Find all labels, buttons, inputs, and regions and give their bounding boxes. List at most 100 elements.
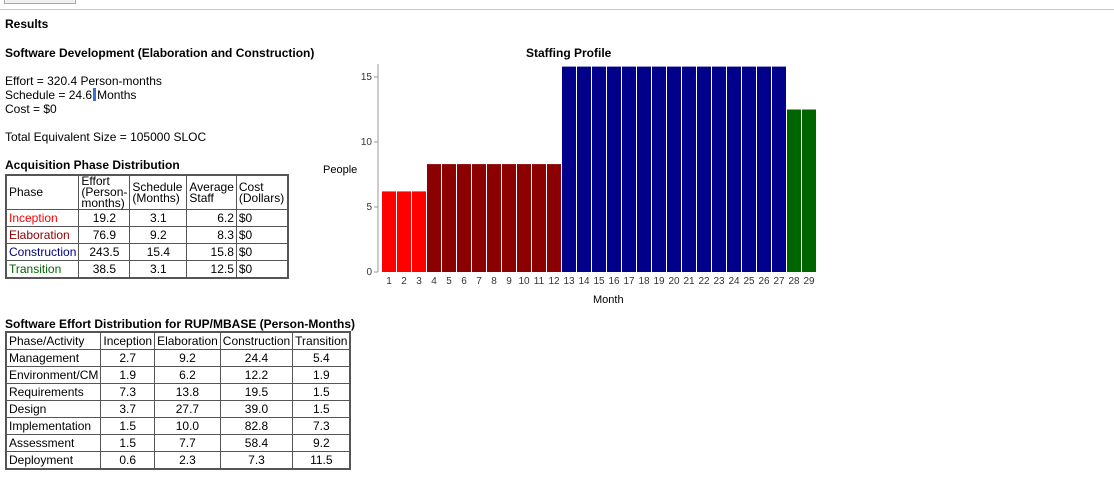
bar-construction-month-23	[712, 66, 726, 272]
cell-activity: Requirements	[5, 383, 102, 401]
size-summary: Total Equivalent Size = 105000 SLOC	[5, 130, 207, 144]
table-row: Inception 19.2 3.1 6.2 $0	[5, 209, 289, 227]
cell-effort: 243.5	[78, 243, 131, 261]
cell-value: 7.7	[154, 434, 221, 452]
header-effort: Effort (Person-months)	[78, 174, 131, 210]
top-button[interactable]	[4, 0, 76, 4]
divider	[0, 9, 1114, 10]
bar-construction-month-14	[577, 66, 591, 272]
cell-value: 7.3	[100, 383, 156, 401]
bar-inception-month-2	[397, 191, 411, 272]
x-axis-label: Month	[593, 294, 624, 306]
x-tick-label: 5	[446, 276, 452, 287]
x-tick-label: 3	[416, 276, 422, 287]
cell-phase: Transition	[5, 260, 80, 279]
cell-cost: $0	[235, 209, 289, 227]
table-row: Requirements 7.3 13.8 19.5 1.5	[5, 383, 351, 401]
header-transition: Transition	[292, 331, 351, 350]
header-phase: Phase	[5, 174, 80, 210]
cell-cost: $0	[235, 226, 289, 244]
cell-staff: 8.3	[186, 226, 237, 244]
header-elaboration: Elaboration	[154, 331, 221, 350]
bar-elaboration-month-4	[427, 164, 441, 272]
x-tick-label: 10	[518, 276, 530, 287]
cell-staff: 6.2	[186, 209, 237, 227]
cell-value: 24.4	[219, 349, 294, 367]
chart-title: Staffing Profile	[526, 46, 612, 60]
y-axis-label: People	[323, 164, 358, 176]
x-tick-label: 6	[461, 276, 467, 287]
table-row: Deployment 0.6 2.3 7.3 11.5	[5, 451, 351, 470]
x-tick-label: 11	[534, 276, 545, 287]
y-tick-label: 5	[366, 202, 372, 213]
x-tick-label: 19	[653, 276, 665, 287]
table-header-row: Phase/Activity Inception Elaboration Con…	[5, 331, 351, 350]
results-heading: Results	[5, 17, 49, 31]
bar-inception-month-3	[412, 191, 426, 272]
bar-transition-month-29	[802, 109, 816, 272]
cell-value: 19.5	[219, 383, 294, 401]
cell-schedule: 3.1	[129, 209, 188, 227]
section-title: Software Development (Elaboration and Co…	[5, 46, 315, 60]
text-cursor	[93, 88, 97, 101]
x-tick-label: 1	[386, 276, 392, 287]
cell-staff: 15.8	[186, 243, 237, 261]
x-tick-label: 9	[506, 276, 512, 287]
bar-construction-month-26	[757, 66, 771, 272]
header-activity: Phase/Activity	[5, 331, 102, 350]
cell-value: 1.5	[292, 400, 351, 418]
bar-elaboration-month-12	[547, 164, 561, 272]
x-tick-label: 12	[548, 276, 560, 287]
cell-schedule: 15.4	[129, 243, 188, 261]
header-inception: Inception	[100, 331, 156, 350]
cell-value: 27.7	[154, 400, 221, 418]
cell-activity: Deployment	[5, 451, 102, 470]
cell-value: 11.5	[292, 451, 351, 470]
cell-value: 10.0	[154, 417, 221, 435]
x-tick-label: 8	[491, 276, 497, 287]
y-tick-label: 0	[366, 267, 372, 278]
cell-phase: Construction	[5, 243, 80, 261]
cell-value: 2.3	[154, 451, 221, 470]
x-tick-label: 27	[773, 276, 785, 287]
cell-schedule: 3.1	[129, 260, 188, 279]
bar-elaboration-month-6	[457, 164, 471, 272]
cell-value: 0.6	[100, 451, 156, 470]
x-tick-label: 28	[788, 276, 800, 287]
x-tick-label: 7	[476, 276, 482, 287]
bar-construction-month-19	[652, 66, 666, 272]
cell-cost: $0	[235, 243, 289, 261]
cost-summary: Cost = $0	[5, 102, 57, 116]
x-tick-label: 26	[758, 276, 770, 287]
cell-value: 39.0	[219, 400, 294, 418]
x-tick-label: 4	[431, 276, 437, 287]
cell-phase: Elaboration	[5, 226, 80, 244]
cell-activity: Assessment	[5, 434, 102, 452]
cell-effort: 19.2	[78, 209, 131, 227]
bar-elaboration-month-7	[472, 164, 486, 272]
cell-value: 7.3	[292, 417, 351, 435]
table-row: Design 3.7 27.7 39.0 1.5	[5, 400, 351, 418]
x-tick-label: 24	[728, 276, 740, 287]
cell-value: 2.7	[100, 349, 156, 367]
bar-transition-month-28	[787, 109, 801, 272]
acquisition-title: Acquisition Phase Distribution	[5, 158, 180, 172]
cell-value: 9.2	[292, 434, 351, 452]
cell-value: 1.9	[292, 366, 351, 384]
header-construction: Construction	[219, 331, 294, 350]
x-tick-label: 20	[668, 276, 680, 287]
cell-value: 1.5	[292, 383, 351, 401]
bar-elaboration-month-8	[487, 164, 501, 272]
x-tick-label: 16	[608, 276, 620, 287]
table-row: Elaboration 76.9 9.2 8.3 $0	[5, 226, 289, 244]
x-tick-label: 23	[713, 276, 725, 287]
bar-construction-month-18	[637, 66, 651, 272]
cell-value: 3.7	[100, 400, 156, 418]
cell-staff: 12.5	[186, 260, 237, 279]
bar-construction-month-24	[727, 66, 741, 272]
schedule-unit: Months	[97, 88, 137, 102]
bar-construction-month-20	[667, 66, 681, 272]
cell-activity: Management	[5, 349, 102, 367]
bar-construction-month-25	[742, 66, 756, 272]
